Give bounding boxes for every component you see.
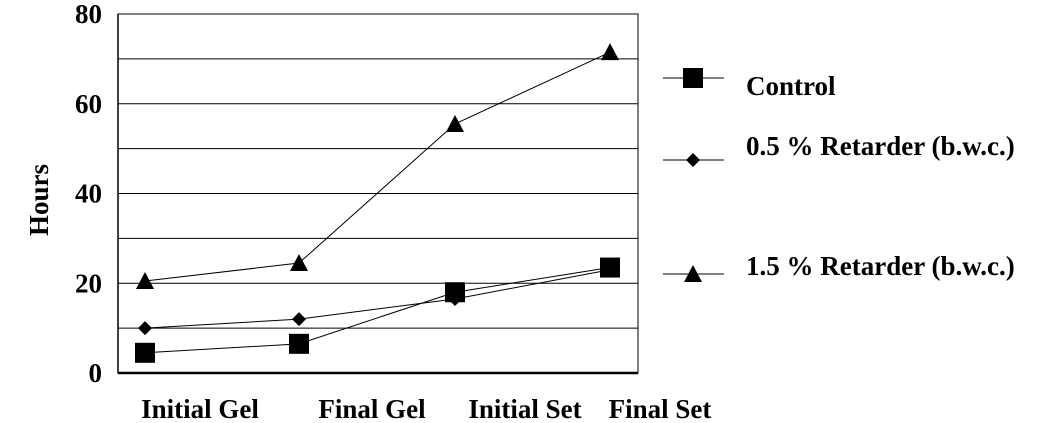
data-point-diamond: [603, 262, 617, 277]
data-point-square: [135, 342, 155, 363]
series-line: [144, 51, 611, 282]
legend-marker-square: [683, 68, 703, 88]
data-point-diamond: [292, 312, 306, 327]
axes: [117, 13, 639, 375]
x-tick-label: Final Set: [609, 394, 712, 423]
data-point-triangle: [290, 254, 308, 272]
series-line: [144, 269, 611, 329]
x-tick-label: Final Gel: [318, 394, 426, 423]
data-point-triangle: [136, 272, 154, 290]
legend-item: 1.5 % Retarder (b.w.c.): [663, 251, 1015, 282]
x-tick-label: Initial Set: [468, 394, 581, 423]
y-tick-label: 40: [75, 179, 102, 209]
legend-label: 1.5 % Retarder (b.w.c.): [746, 251, 1015, 281]
legend: Control 0.5 % Retarder (b.w.c.) 1.5 % Reta…: [663, 68, 1015, 282]
data-point-diamond: [138, 321, 152, 336]
legend-marker-diamond: [686, 153, 700, 167]
data-point-triangle: [601, 43, 619, 61]
x-tick-labels: Initial Gel Final Gel Initial Set Final Set: [141, 394, 711, 423]
legend-item: Control: [663, 68, 836, 101]
data-point-square: [289, 333, 309, 354]
legend-label: 0.5 % Retarder (b.w.c.): [746, 131, 1015, 161]
data-point-diamond: [448, 291, 462, 306]
y-tick-labels: 0 20 40 60 80: [75, 0, 102, 388]
legend-item: 0.5 % Retarder (b.w.c.): [663, 131, 1015, 167]
y-tick-label: 20: [75, 268, 102, 298]
y-tick-label: 60: [75, 89, 102, 119]
series-diamond: [138, 262, 617, 336]
gridlines: [118, 13, 638, 329]
legend-marker-triangle: [684, 265, 702, 282]
series-line: [144, 267, 611, 354]
data-point-triangle: [446, 114, 464, 132]
y-axis-label: Hours: [24, 164, 54, 236]
legend-label: Control: [746, 71, 836, 101]
series-group: [135, 43, 620, 363]
series-triangle: [136, 43, 619, 290]
y-tick-label: 0: [89, 358, 103, 388]
y-tick-label: 80: [75, 0, 102, 29]
x-tick-label: Initial Gel: [141, 394, 259, 423]
